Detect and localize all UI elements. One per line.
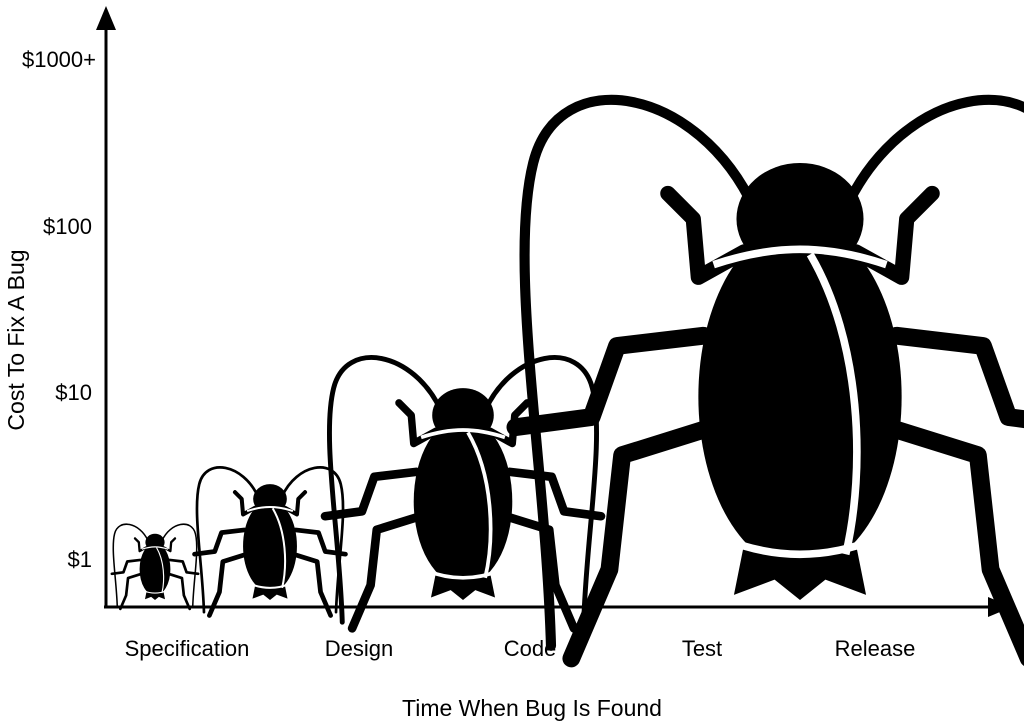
y-tick-label-2: $100 <box>43 214 92 239</box>
cockroach-icon <box>325 358 601 629</box>
y-axis-arrow <box>96 6 116 30</box>
x-tick-label-4: Release <box>835 636 916 661</box>
x-tick-label-1: Design <box>325 636 393 661</box>
y-axis-title: Cost To Fix A Bug <box>3 249 29 430</box>
x-tick-labels: Specification Design Code Test Release <box>125 636 916 661</box>
x-tick-label-0: Specification <box>125 636 250 661</box>
x-axis-title: Time When Bug Is Found <box>402 695 662 721</box>
y-tick-label-0: $1 <box>68 547 92 572</box>
cockroach-icon <box>110 522 200 611</box>
y-tick-label-1: $10 <box>55 380 92 405</box>
data-markers <box>110 100 1024 659</box>
x-tick-label-3: Test <box>682 636 722 661</box>
cockroach-icon <box>195 467 346 615</box>
y-tick-labels: $1 $10 $100 $1000+ <box>22 47 96 572</box>
y-tick-label-3: $1000+ <box>22 47 96 72</box>
